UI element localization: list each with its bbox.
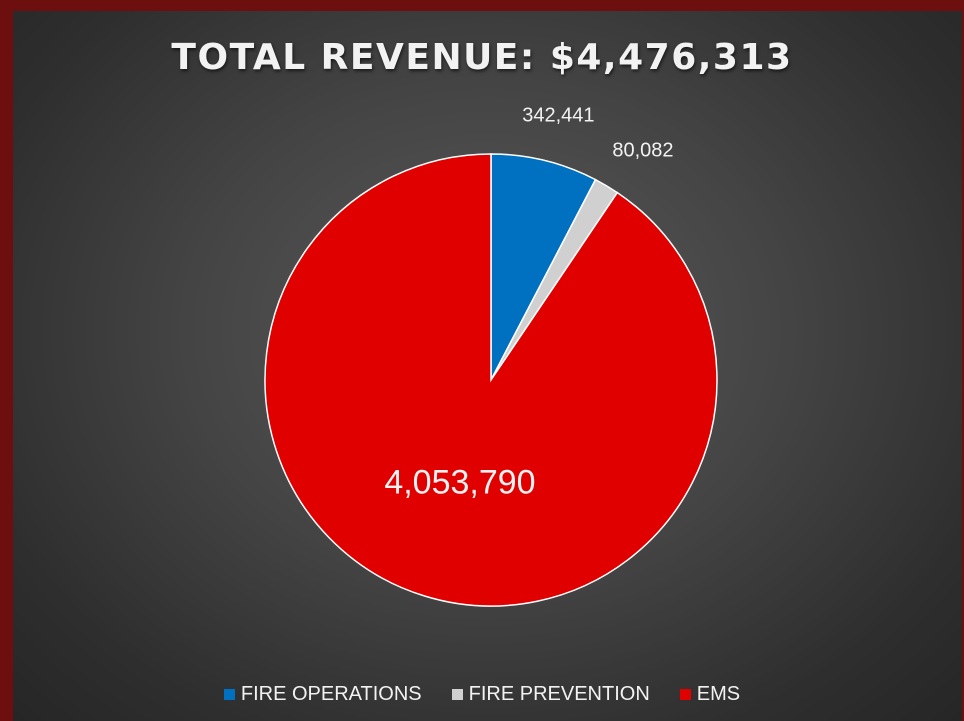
- data-label-ems: 4,053,790: [384, 464, 535, 502]
- legend-label-fire-operations: FIRE OPERATIONS: [240, 683, 422, 705]
- data-label-fire-prevention: 80,082: [612, 139, 673, 161]
- pie-slice-ems: [264, 153, 718, 607]
- legend: FIRE OPERATIONS FIRE PREVENTION EMS: [0, 683, 964, 706]
- legend-swatch-ems: [679, 689, 691, 700]
- legend-item-fire-operations: FIRE OPERATIONS: [223, 683, 422, 706]
- data-label-fire-operations: 342,441: [522, 104, 594, 126]
- legend-item-ems: EMS: [679, 683, 741, 706]
- legend-item-fire-prevention: FIRE PREVENTION: [451, 683, 650, 706]
- legend-swatch-fire-prevention: [451, 689, 463, 700]
- legend-swatch-fire-operations: [223, 689, 235, 700]
- legend-label-ems: EMS: [696, 683, 741, 705]
- pie-slice-fire-operations: [490, 153, 597, 381]
- chart-title: TOTAL REVENUE: $4,476,313: [171, 37, 793, 78]
- legend-label-fire-prevention: FIRE PREVENTION: [468, 683, 650, 705]
